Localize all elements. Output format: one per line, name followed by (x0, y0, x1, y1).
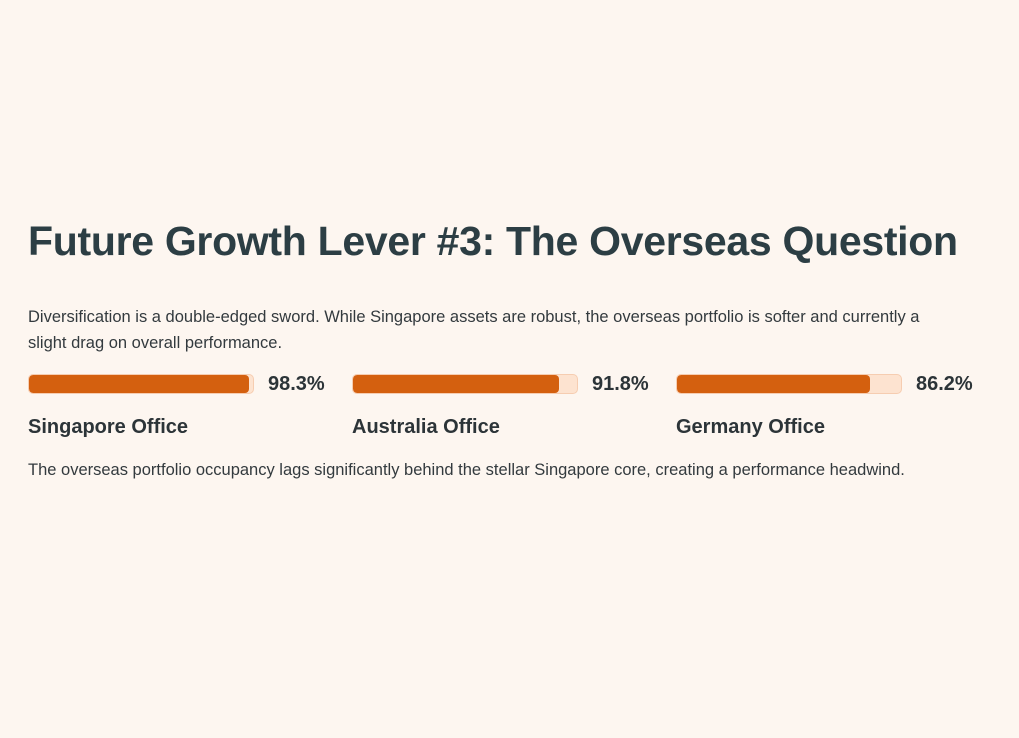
slide: Future Growth Lever #3: The Overseas Que… (28, 218, 988, 484)
progress-fill (29, 375, 250, 393)
progress-fill (353, 375, 559, 393)
progress-track (676, 374, 902, 394)
occupancy-germany: 86.2% Germany Office (676, 371, 1000, 439)
intro-text: Diversification is a double-edged sword.… (28, 308, 920, 352)
percentage-value: 86.2% (916, 372, 973, 395)
progress-track (352, 374, 578, 394)
occupancy-bars: 98.3% Singapore Office 91.8% Australia O… (28, 371, 988, 439)
percentage-value: 98.3% (268, 372, 325, 395)
page-title: Future Growth Lever #3: The Overseas Que… (28, 218, 958, 264)
progress-fill (677, 375, 871, 393)
percentage-value: 91.8% (592, 372, 649, 395)
office-label: Singapore Office (28, 416, 189, 438)
occupancy-singapore: 98.3% Singapore Office (28, 371, 352, 439)
occupancy-australia: 91.8% Australia Office (352, 371, 676, 439)
progress-track (28, 374, 254, 394)
office-label: Australia Office (352, 416, 500, 438)
summary-note: The overseas portfolio occupancy lags si… (28, 461, 905, 479)
office-label: Germany Office (676, 416, 825, 438)
